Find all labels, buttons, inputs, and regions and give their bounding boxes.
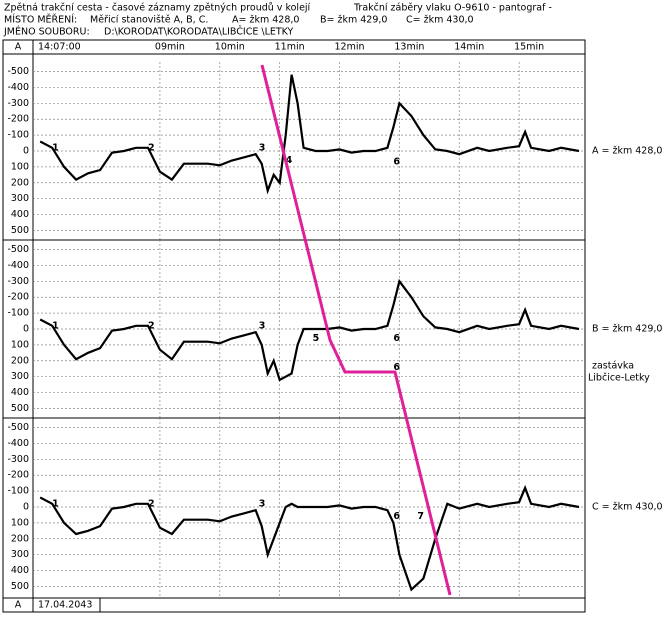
place-c: C= žkm 430,0 — [406, 15, 474, 26]
marker-label: 3 — [259, 498, 266, 509]
y-tick-label: -400 — [7, 260, 29, 271]
y-tick-label: -100 — [7, 308, 29, 319]
trace — [39, 278, 580, 382]
y-tick-label: -500 — [7, 66, 29, 77]
y-tick-label: -400 — [7, 82, 29, 93]
x-tick-label: 10min — [215, 42, 245, 53]
y-tick-label: 300 — [11, 549, 29, 560]
footer-channel: A — [15, 600, 22, 611]
place-b: B= žkm 429,0 — [320, 15, 387, 26]
x-tick-label: 13min — [394, 42, 424, 53]
header-train: Trakční záběry vlaku O-9610 - pantograf … — [353, 3, 552, 14]
marker-label: 3 — [259, 320, 266, 331]
y-tick-label: -500 — [7, 422, 29, 433]
stop-label: zastávka — [592, 361, 634, 372]
file-label: JMÉNO SOUBORU: — [3, 26, 90, 38]
y-tick-label: -500 — [7, 244, 29, 255]
station-label: A = žkm 428,0 — [592, 146, 662, 157]
y-tick-label: 500 — [11, 225, 29, 236]
marker-label: 6 — [393, 511, 400, 522]
y-tick-label: 100 — [11, 161, 29, 172]
y-tick-label: 500 — [11, 403, 29, 414]
y-tick-label: 0 — [23, 502, 29, 513]
marker-label: 6 — [393, 157, 400, 168]
x-tick-label: 14min — [454, 42, 484, 53]
y-tick-label: 400 — [11, 387, 29, 398]
marker-label: 1 — [52, 142, 59, 153]
marker-label: 3 — [259, 142, 266, 153]
marker-label: 5 — [313, 333, 320, 344]
marker-label: 6 — [393, 362, 400, 373]
place-a: A= žkm 428,0 — [232, 15, 299, 26]
plots: 09min 10min 11min 12min 13min 14min 15min -500 -… — [3, 42, 663, 596]
y-tick-label: 500 — [11, 581, 29, 592]
y-tick-label: 200 — [11, 533, 29, 544]
trace — [39, 74, 580, 195]
marker-label: 1 — [52, 320, 59, 331]
y-tick-label: -300 — [7, 276, 29, 287]
frame — [2, 39, 586, 613]
place: Měřicí stanoviště A, B, C. — [90, 15, 208, 26]
y-tick-label: -300 — [7, 98, 29, 109]
y-tick-label: 400 — [11, 565, 29, 576]
y-tick-label: -200 — [7, 470, 29, 481]
date: 17.04.2043 — [38, 600, 92, 611]
y-tick-label: 100 — [11, 517, 29, 528]
y-tick-label: 0 — [23, 324, 29, 335]
y-tick-label: -100 — [7, 130, 29, 141]
y-tick-label: 400 — [11, 209, 29, 220]
y-tick-label: -100 — [7, 486, 29, 497]
start-time: 14:07:00 — [38, 42, 81, 53]
marker-label: 7 — [417, 511, 424, 522]
channel: A — [15, 42, 22, 53]
y-tick-label: -400 — [7, 438, 29, 449]
marker-label: 6 — [393, 333, 400, 344]
trace — [39, 484, 580, 592]
train-path — [260, 64, 452, 596]
stop-label: Libčice-Letky — [588, 373, 650, 384]
x-tick-label: 12min — [335, 42, 365, 53]
marker-label: 2 — [148, 498, 155, 509]
marker-label: 2 — [148, 320, 155, 331]
y-tick-label: 100 — [11, 339, 29, 350]
file: D:\KORODAT\KORODATA\LIBČICE \LETKY — [104, 26, 294, 38]
x-tick-label: 11min — [275, 42, 305, 53]
marker-label: 1 — [52, 498, 59, 509]
y-tick-label: -200 — [7, 114, 29, 125]
x-tick-label: 15min — [514, 42, 544, 53]
y-tick-label: 300 — [11, 371, 29, 382]
marker-label: 4 — [286, 155, 293, 166]
y-tick-label: 300 — [11, 193, 29, 204]
marker-label: 2 — [148, 142, 155, 153]
place-label: MÍSTO MĚŘENÍ: — [4, 14, 77, 26]
x-tick-label: 09min — [155, 42, 185, 53]
station-label: B = žkm 429,0 — [592, 324, 662, 335]
header-line1: Zpětná trakční cesta - časové záznamy zp… — [4, 3, 311, 14]
y-tick-label: 200 — [11, 355, 29, 366]
y-tick-label: 0 — [23, 146, 29, 157]
y-tick-label: 200 — [11, 177, 29, 188]
station-label: C = žkm 430,0 — [592, 502, 663, 513]
y-tick-label: -300 — [7, 454, 29, 465]
y-tick-label: -200 — [7, 292, 29, 303]
